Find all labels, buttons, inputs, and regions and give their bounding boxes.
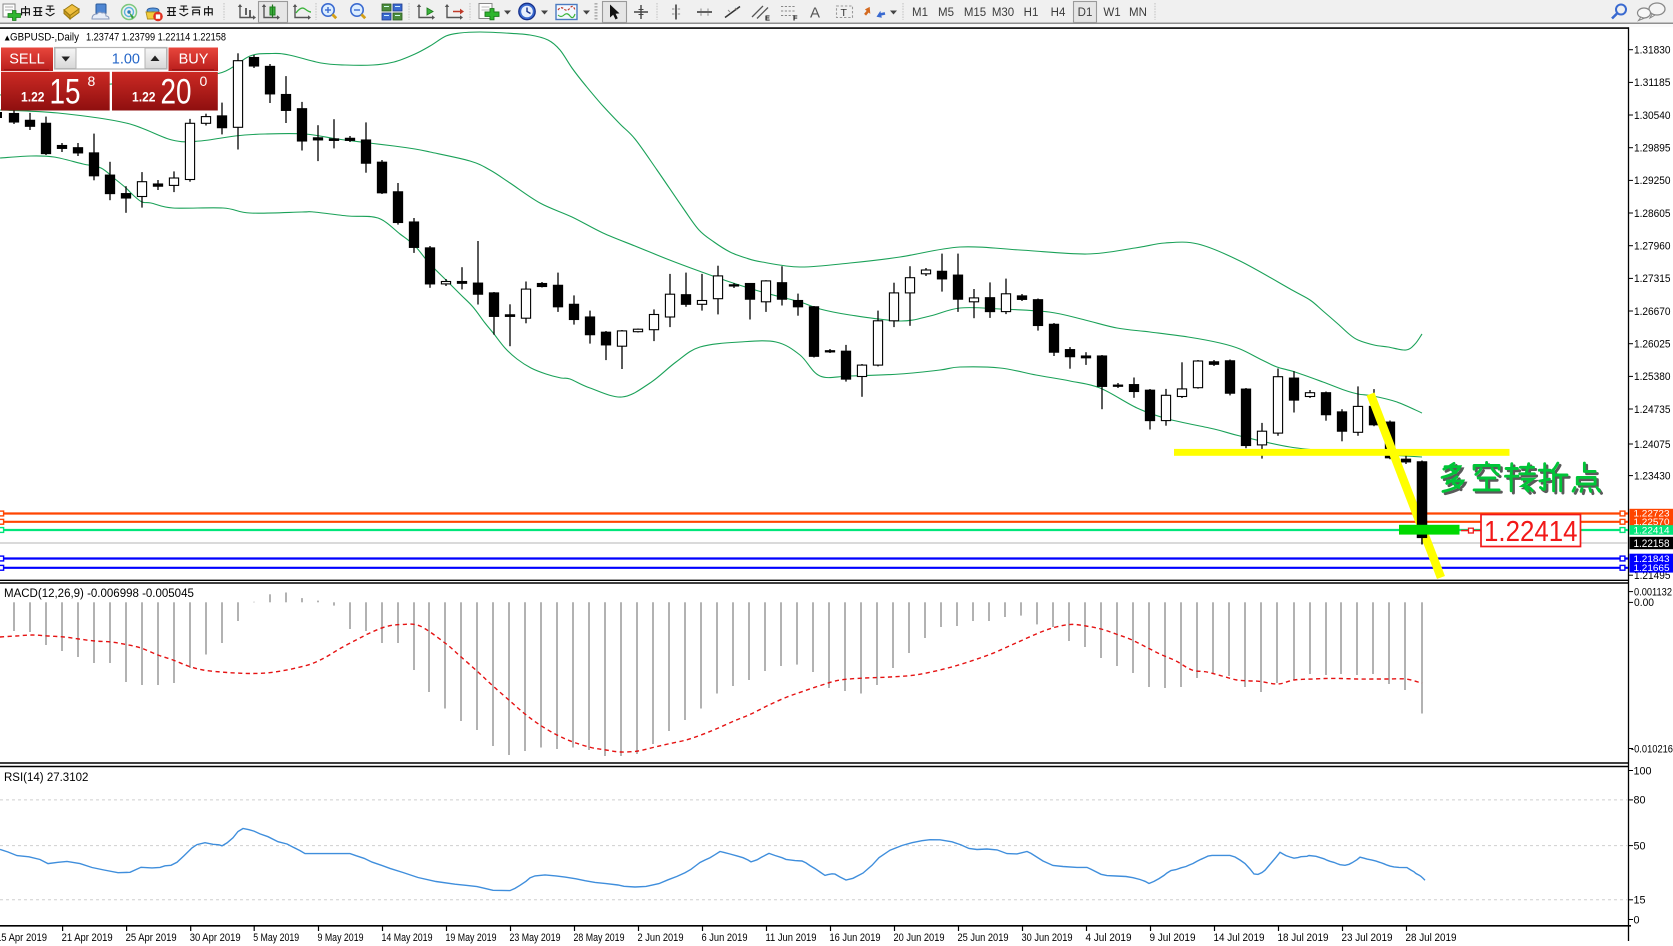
svg-text:W1: W1: [1103, 7, 1120, 19]
svg-text:0: 0: [200, 73, 208, 89]
svg-text:0: 0: [1634, 914, 1640, 926]
svg-text:9 May 2019: 9 May 2019: [318, 932, 364, 944]
svg-text:1.26025: 1.26025: [1634, 339, 1671, 351]
svg-text:25 Jun 2019: 25 Jun 2019: [958, 932, 1009, 944]
svg-text:23 Jul 2019: 23 Jul 2019: [1342, 932, 1393, 944]
svg-text:F: F: [793, 14, 798, 23]
svg-text:1.31830: 1.31830: [1634, 45, 1671, 57]
svg-text:1.22: 1.22: [21, 89, 45, 104]
svg-text:14 Jul 2019: 14 Jul 2019: [1214, 932, 1265, 944]
svg-text:H1: H1: [1024, 7, 1039, 19]
svg-text:1.24735: 1.24735: [1634, 404, 1671, 416]
svg-text:1.28605: 1.28605: [1634, 208, 1671, 220]
svg-text:-0.010216: -0.010216: [1631, 743, 1673, 755]
svg-text:1.29895: 1.29895: [1634, 143, 1671, 155]
svg-text:1.22723: 1.22723: [1634, 508, 1670, 519]
svg-text:50: 50: [1634, 840, 1646, 852]
svg-text:30 Jun 2019: 30 Jun 2019: [1022, 932, 1073, 944]
svg-text:18 Jul 2019: 18 Jul 2019: [1278, 932, 1329, 944]
svg-text:0.001132: 0.001132: [1634, 586, 1672, 598]
svg-text:16 Jun 2019: 16 Jun 2019: [830, 932, 881, 944]
svg-text:MN: MN: [1129, 7, 1147, 19]
svg-text:1.27315: 1.27315: [1634, 273, 1671, 285]
svg-text:20: 20: [161, 72, 192, 111]
svg-text:11 Jun 2019: 11 Jun 2019: [766, 932, 817, 944]
svg-text:E: E: [765, 14, 770, 23]
svg-text:MACD(12,26,9) -0.006998 -0.005: MACD(12,26,9) -0.006998 -0.005045: [4, 588, 194, 600]
svg-text:19 May 2019: 19 May 2019: [446, 932, 497, 944]
svg-text:RSI(14) 27.3102: RSI(14) 27.3102: [4, 772, 88, 784]
svg-text:1.21665: 1.21665: [1634, 562, 1670, 573]
svg-text:15: 15: [50, 72, 81, 111]
svg-text:9 Jul 2019: 9 Jul 2019: [1150, 932, 1196, 944]
svg-text:T: T: [841, 7, 848, 19]
svg-text:1.21843: 1.21843: [1634, 553, 1670, 564]
svg-text:1.30540: 1.30540: [1634, 110, 1671, 122]
svg-text:1.22414: 1.22414: [1484, 516, 1578, 548]
svg-text:1.26670: 1.26670: [1634, 306, 1671, 318]
svg-text:D1: D1: [1078, 7, 1093, 19]
svg-text:5 May 2019: 5 May 2019: [253, 932, 299, 944]
svg-text:28 Jul 2019: 28 Jul 2019: [1406, 932, 1457, 944]
svg-text:23 May 2019: 23 May 2019: [510, 932, 561, 944]
svg-text:25 Apr 2019: 25 Apr 2019: [126, 932, 177, 944]
svg-text:30 Apr 2019: 30 Apr 2019: [190, 932, 241, 944]
svg-text:1.21495: 1.21495: [1634, 570, 1671, 582]
svg-text:0.00: 0.00: [1634, 597, 1654, 609]
svg-text:15 Apr 2019: 15 Apr 2019: [0, 932, 47, 944]
svg-text:1.22414: 1.22414: [1634, 524, 1670, 535]
svg-text:1.31185: 1.31185: [1634, 77, 1671, 89]
svg-text:1.00: 1.00: [112, 52, 140, 68]
svg-text:80: 80: [1634, 795, 1646, 807]
svg-text:1.22: 1.22: [132, 89, 156, 104]
svg-text:2 Jun 2019: 2 Jun 2019: [638, 932, 684, 944]
svg-text:8: 8: [88, 73, 96, 89]
svg-text:1.23430: 1.23430: [1634, 470, 1671, 482]
svg-text:H4: H4: [1051, 7, 1066, 19]
svg-text:1.22570: 1.22570: [1634, 516, 1670, 527]
svg-text:14 May 2019: 14 May 2019: [382, 932, 433, 944]
svg-text:1.24075: 1.24075: [1634, 439, 1671, 451]
svg-text:4 Jul 2019: 4 Jul 2019: [1086, 932, 1132, 944]
svg-text:M5: M5: [938, 7, 954, 19]
svg-text:28 May 2019: 28 May 2019: [574, 932, 625, 944]
svg-text:21 Apr 2019: 21 Apr 2019: [62, 932, 113, 944]
svg-text:M30: M30: [992, 7, 1014, 19]
svg-text:BUY: BUY: [179, 52, 209, 68]
svg-text:M15: M15: [964, 7, 986, 19]
svg-text:1.22158: 1.22158: [1634, 538, 1670, 550]
svg-text:15: 15: [1634, 895, 1646, 907]
svg-text:1.27960: 1.27960: [1634, 241, 1671, 253]
svg-text:SELL: SELL: [9, 52, 44, 68]
svg-text:1.25380: 1.25380: [1634, 371, 1671, 383]
svg-text:M1: M1: [912, 7, 928, 19]
svg-text:100: 100: [1634, 765, 1652, 777]
svg-text:A: A: [810, 5, 820, 22]
svg-text:6 Jun 2019: 6 Jun 2019: [702, 932, 748, 944]
svg-text:1.29250: 1.29250: [1634, 175, 1671, 187]
svg-text:20 Jun 2019: 20 Jun 2019: [894, 932, 945, 944]
